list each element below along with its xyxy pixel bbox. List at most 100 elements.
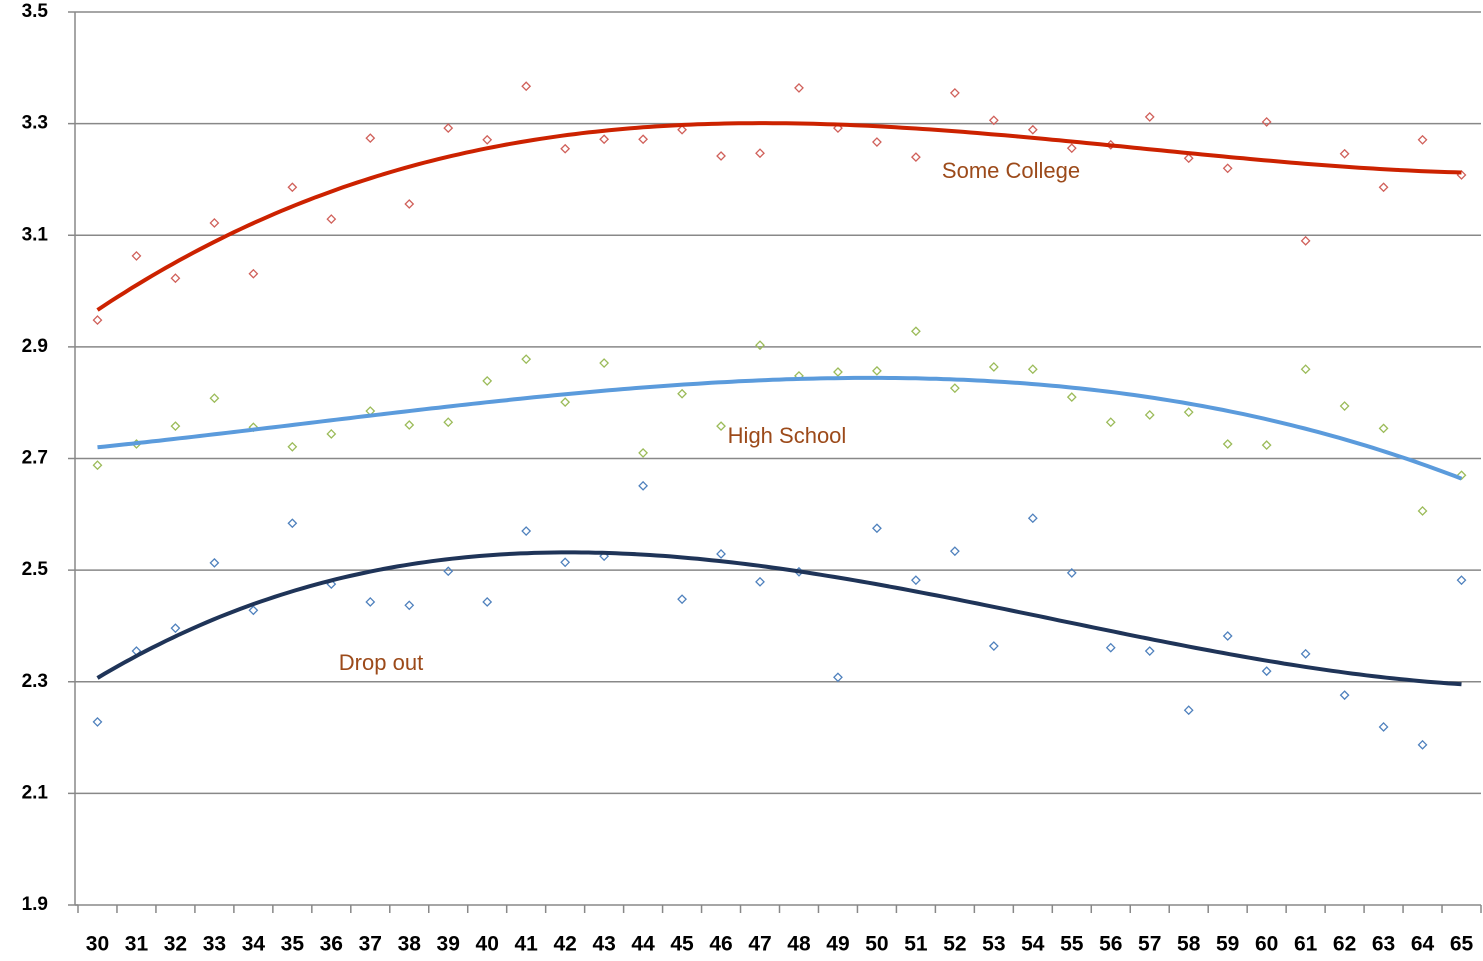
- trend-line: [97, 375, 1463, 481]
- point: [755, 576, 765, 587]
- point: [1261, 440, 1272, 451]
- point: [1456, 575, 1467, 586]
- point: [988, 115, 999, 126]
- point: [910, 326, 921, 337]
- point: [1027, 364, 1038, 375]
- point: [1144, 646, 1155, 656]
- x-tick-label: 65: [1450, 933, 1474, 956]
- x-tick-label: 61: [1294, 933, 1318, 956]
- point: [209, 557, 220, 568]
- y-tick-label: 3.5: [22, 1, 49, 22]
- point: [638, 480, 649, 491]
- y-tick-label: 2.3: [22, 671, 48, 692]
- point: [1261, 666, 1272, 677]
- point: [521, 354, 532, 365]
- x-tick-label: 53: [982, 933, 1005, 956]
- x-tick-label: 56: [1099, 933, 1122, 956]
- x-tick-label: 50: [865, 933, 888, 956]
- x-tick-label: 37: [359, 933, 382, 956]
- x-tick-label: 58: [1177, 933, 1201, 956]
- point: [1222, 631, 1233, 641]
- x-tick-label: 41: [515, 933, 539, 956]
- point: [560, 143, 571, 154]
- x-tick-label: 59: [1216, 933, 1239, 956]
- point: [1144, 112, 1155, 122]
- series-label: High School: [728, 423, 847, 448]
- point: [677, 594, 687, 605]
- x-tick-label: 32: [164, 933, 187, 956]
- point: [677, 124, 687, 135]
- point: [1417, 134, 1428, 145]
- x-tick-label: 64: [1411, 933, 1435, 956]
- point: [170, 273, 181, 284]
- point: [404, 600, 415, 611]
- x-tick-label: 44: [631, 933, 655, 956]
- point: [1378, 722, 1389, 732]
- point: [287, 441, 298, 452]
- x-tick-label: 36: [320, 933, 343, 956]
- point: [521, 81, 532, 92]
- x-tick-label: 52: [943, 933, 966, 956]
- x-tick-label: 40: [476, 933, 499, 956]
- x-tick-label: 31: [125, 933, 149, 956]
- point: [443, 123, 454, 134]
- point: [209, 218, 220, 228]
- x-tick-label: 62: [1333, 933, 1356, 956]
- point: [521, 526, 532, 536]
- point: [404, 199, 415, 209]
- point: [1222, 163, 1233, 174]
- x-tick-label: 45: [670, 933, 694, 956]
- point: [1105, 417, 1116, 428]
- point: [716, 151, 726, 161]
- point: [1144, 410, 1155, 420]
- point: [677, 388, 687, 399]
- point: [833, 672, 843, 683]
- point: [872, 137, 882, 147]
- point: [949, 383, 960, 394]
- point: [482, 376, 493, 386]
- x-tick-label: 49: [826, 933, 849, 956]
- point: [443, 417, 454, 428]
- y-tick-label: 3.1: [22, 224, 49, 245]
- y-tick-label: 2.7: [22, 448, 48, 469]
- x-tick-label: 30: [86, 933, 109, 956]
- point: [1300, 648, 1311, 659]
- point: [1417, 739, 1428, 750]
- point: [443, 566, 454, 577]
- x-tick-label: 51: [904, 933, 928, 956]
- x-tick-label: 63: [1372, 933, 1395, 956]
- x-tick-label: 43: [592, 933, 615, 956]
- point: [599, 358, 610, 368]
- point: [833, 367, 843, 377]
- point: [638, 447, 649, 458]
- point: [170, 421, 181, 432]
- point: [1183, 705, 1194, 716]
- point: [1222, 439, 1233, 449]
- y-tick-label: 3.3: [22, 113, 48, 134]
- point: [287, 518, 298, 529]
- point: [910, 575, 921, 586]
- point: [404, 420, 415, 430]
- series-label: Some College: [942, 158, 1080, 183]
- x-tick-label: 47: [748, 933, 771, 956]
- point: [326, 214, 337, 224]
- point: [1183, 407, 1194, 418]
- point: [92, 717, 103, 727]
- x-tick-label: 33: [203, 933, 226, 956]
- y-tick-label: 2.5: [22, 559, 49, 580]
- point: [1183, 153, 1194, 164]
- point: [560, 557, 571, 568]
- y-tick-label: 1.9: [22, 894, 48, 915]
- point: [1066, 567, 1077, 578]
- point: [365, 597, 376, 607]
- point: [755, 340, 765, 351]
- point: [482, 134, 493, 145]
- point: [1300, 235, 1311, 246]
- point: [872, 365, 882, 376]
- point: [1339, 401, 1350, 411]
- y-tick-label: 2.9: [22, 336, 48, 357]
- point: [949, 546, 960, 557]
- point: [1027, 124, 1038, 135]
- x-tick-label: 35: [281, 933, 305, 956]
- point: [170, 623, 181, 634]
